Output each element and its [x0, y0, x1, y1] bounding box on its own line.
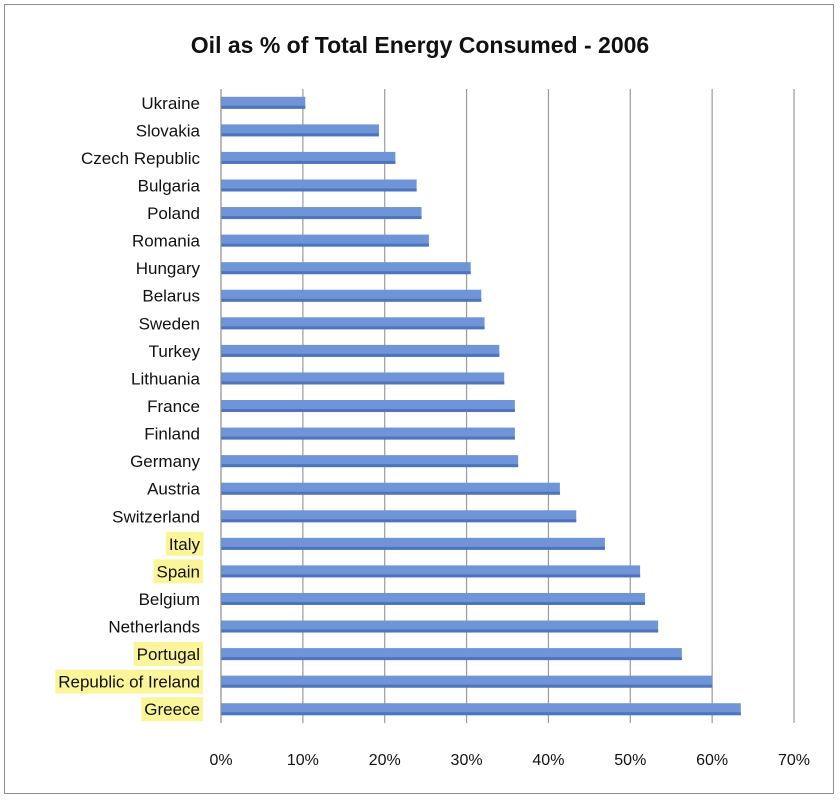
- bar-shade: [221, 326, 485, 330]
- x-tick-label: 30%: [451, 752, 483, 769]
- category-label: Hungary: [136, 259, 201, 278]
- x-tick-label: 10%: [287, 752, 319, 769]
- category-label: Bulgaria: [138, 176, 201, 195]
- bar-shade: [221, 546, 605, 550]
- category-label: Slovakia: [136, 121, 201, 140]
- category-label: Belgium: [139, 590, 200, 609]
- chart-title: Oil as % of Total Energy Consumed - 2006: [191, 32, 649, 58]
- category-label: Austria: [147, 480, 200, 499]
- category-label: Ukraine: [141, 94, 200, 113]
- bar-shade: [221, 105, 306, 109]
- bar-shade: [221, 216, 422, 220]
- bar-shade: [221, 160, 396, 164]
- bar-shade: [221, 188, 417, 192]
- category-label: Lithuania: [131, 369, 201, 388]
- category-label: Italy: [169, 535, 201, 554]
- bar-shade: [221, 298, 482, 302]
- category-label: Finland: [144, 425, 200, 444]
- bar-shade: [221, 629, 659, 633]
- category-label: Switzerland: [112, 507, 200, 526]
- bar-shade: [221, 409, 515, 412]
- gridlines: [302, 89, 795, 723]
- category-label: Romania: [132, 232, 201, 251]
- category-label: Germany: [130, 452, 200, 471]
- bar-shade: [221, 464, 519, 468]
- x-tick-label: 0%: [209, 752, 232, 769]
- bar-shade: [221, 601, 646, 605]
- x-tick-label: 70%: [778, 752, 810, 769]
- bar-shade: [221, 684, 713, 688]
- category-label: Republic of Ireland: [58, 673, 200, 692]
- bar-shade: [221, 712, 741, 716]
- bar-shade: [221, 381, 505, 385]
- category-label: Turkey: [149, 342, 201, 361]
- bar-shade: [221, 133, 379, 137]
- bar-shade: [221, 519, 577, 523]
- category-label: Sweden: [139, 314, 200, 333]
- category-label: Greece: [144, 700, 200, 719]
- category-label: Poland: [147, 204, 200, 223]
- category-label: Portugal: [137, 645, 200, 664]
- bar-shade: [221, 436, 515, 440]
- bar-shade: [221, 657, 682, 661]
- category-label: Spain: [157, 562, 200, 581]
- category-label: Czech Republic: [81, 149, 201, 168]
- bar-shade: [221, 271, 471, 275]
- bar-shade: [221, 574, 641, 578]
- category-label: Belarus: [142, 287, 200, 306]
- label-highlight: [153, 559, 203, 584]
- x-tick-label: 60%: [696, 752, 728, 769]
- label-highlight: [133, 642, 203, 667]
- bar-shade: [221, 491, 560, 495]
- label-highlight: [55, 669, 203, 694]
- axes: 0% 10% 20% 30% 40% 50% 60% 70% Ukraine Slovakia Cz…: [55, 89, 810, 769]
- x-tick-label: 20%: [369, 752, 401, 769]
- x-tick-label: 40%: [532, 752, 564, 769]
- bars: [221, 96, 741, 716]
- x-tick-label: 50%: [614, 752, 646, 769]
- category-label: France: [147, 397, 200, 416]
- label-highlight: [141, 697, 203, 722]
- category-label: Netherlands: [108, 618, 200, 637]
- bar-shade: [221, 353, 500, 357]
- bar-shade: [221, 243, 429, 247]
- label-highlight: [165, 531, 204, 556]
